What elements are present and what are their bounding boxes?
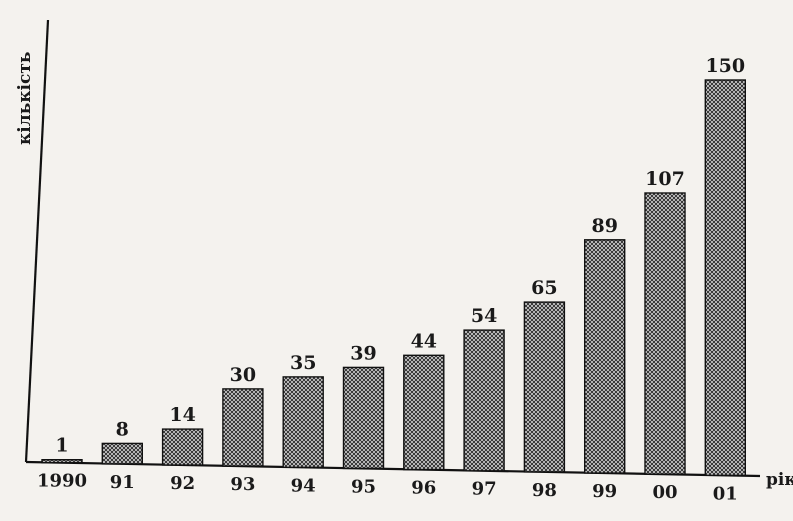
x-tick-label: 93 — [230, 474, 255, 495]
bar-93 — [222, 388, 264, 467]
x-tick-label: 01 — [713, 483, 738, 504]
bar-01 — [704, 79, 746, 476]
x-tick-label: 95 — [351, 476, 376, 497]
bar-98 — [523, 301, 566, 473]
bar-value-label: 35 — [290, 352, 316, 374]
bar-value-label: 54 — [471, 305, 497, 327]
bar-value-label: 39 — [350, 342, 376, 364]
bar-00 — [644, 192, 686, 475]
bar-value-label: 14 — [169, 404, 195, 426]
bar-value-label: 30 — [230, 364, 256, 386]
bars — [41, 79, 746, 476]
x-tick-label: 96 — [411, 478, 436, 499]
bar-value-label: 65 — [531, 277, 557, 299]
bar-value-label: 89 — [591, 215, 617, 237]
x-tick-label: 94 — [291, 475, 316, 496]
bar-92 — [161, 428, 204, 466]
x-tick-label: 92 — [170, 473, 195, 494]
y-axis-title: кількість — [15, 52, 35, 145]
bar-96 — [403, 354, 445, 471]
x-tick-label: 99 — [592, 481, 617, 502]
y-axis — [24, 19, 50, 463]
bar-labels: 1 8 14 30 35 39 44 54 65 89 107 150 — [55, 55, 745, 457]
bar-91 — [101, 442, 144, 465]
x-axis — [25, 460, 761, 478]
x-tick-label: 98 — [532, 480, 557, 501]
x-tick-label: 00 — [652, 482, 677, 503]
bar-value-label: 44 — [411, 330, 437, 352]
tick-labels: 1990 91 92 93 94 95 96 97 98 99 00 01 — [37, 471, 738, 505]
bar-value-label: 107 — [645, 168, 685, 190]
bar-value-label: 150 — [705, 55, 745, 77]
x-tick-label: 97 — [472, 479, 497, 500]
axes — [24, 19, 761, 478]
bar-value-label: 8 — [116, 418, 129, 440]
x-axis-title: рік — [766, 470, 793, 490]
bar-99 — [584, 239, 626, 474]
bar-95 — [342, 366, 385, 470]
bar-97 — [463, 329, 505, 472]
x-tick-label: 1990 — [37, 471, 87, 492]
bar-value-label: 1 — [55, 435, 68, 457]
bar-94 — [282, 376, 324, 468]
x-tick-label: 91 — [110, 472, 135, 493]
bar-1990 — [41, 459, 83, 464]
